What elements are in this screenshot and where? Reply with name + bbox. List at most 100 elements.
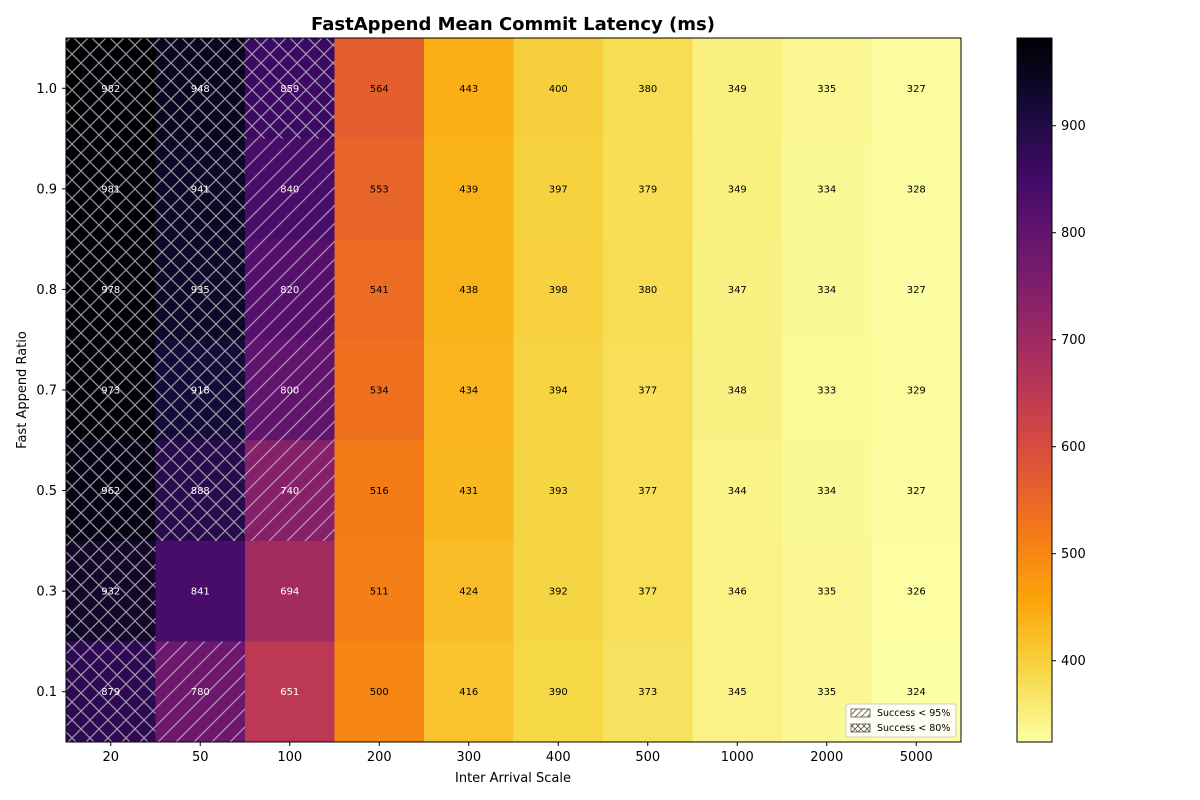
cell-value-r4-c2: 740 — [280, 486, 299, 497]
colorbar-tick-label-3: 700 — [1061, 333, 1086, 348]
heatmap-cell-r6-c6 — [603, 641, 693, 743]
x-axis-ticks: 20 50 100 200 300 400 500 1000 2000 5000 — [102, 742, 933, 765]
cell-value-r0-c3: 564 — [370, 84, 389, 95]
hatch-diag-r6-c1 — [155, 641, 245, 742]
heatmap-cell-r4-c4 — [424, 440, 514, 542]
heatmap-cell-r1-c7 — [692, 138, 783, 240]
cell-value-r1-c1: 941 — [191, 184, 210, 195]
heatmap-cell-r0-c9 — [871, 38, 962, 140]
hatch-cross-r2-c1 — [155, 239, 245, 340]
cell-value-r3-c8: 333 — [817, 386, 836, 397]
cell-value-r2-c0: 978 — [101, 285, 120, 296]
cell-value-r2-c7: 347 — [728, 285, 747, 296]
legend-swatch-diag — [850, 708, 871, 718]
cell-value-r2-c5: 398 — [549, 285, 568, 296]
x-tick-label-6: 500 — [635, 750, 660, 765]
hatch-diag-r4-c2 — [245, 440, 335, 541]
x-tick-label-7: 1000 — [721, 750, 754, 765]
heatmap-cell-r3-c7 — [692, 339, 783, 441]
hatch-legend: Success < 95% Success < 80% — [845, 703, 957, 738]
cell-value-r3-c0: 973 — [101, 386, 120, 397]
heatmap-cell-r0-c6 — [603, 38, 693, 140]
cell-value-r0-c0: 982 — [101, 84, 120, 95]
legend-label-success-95: Success < 95% — [877, 708, 950, 719]
heatmap-cell-r1-c8 — [782, 138, 872, 240]
hatch-overlays — [66, 38, 335, 742]
cell-value-r2-c6: 380 — [638, 285, 657, 296]
cell-value-r3-c4: 434 — [459, 386, 478, 397]
heatmap-cell-r4-c8 — [782, 440, 872, 542]
cell-value-r4-c4: 431 — [459, 486, 478, 497]
cell-value-r0-c1: 948 — [191, 84, 210, 95]
heatmap-cell-r0-c4 — [424, 38, 514, 140]
colorbar-tick-label-1: 500 — [1061, 547, 1086, 562]
hatch-cross-r0-c0 — [66, 38, 156, 139]
heatmap-cell-r5-c1 — [155, 540, 246, 642]
cell-value-r4-c1: 888 — [191, 486, 210, 497]
cell-value-r3-c9: 329 — [907, 386, 926, 397]
heatmap-cell-r3-c5 — [513, 339, 604, 441]
heatmap-cell-r2-c3 — [334, 239, 425, 341]
heatmap-cell-r1-c6 — [603, 138, 693, 240]
heatmap-cell-r4-c9 — [871, 440, 962, 542]
heatmap-cell-r1-c9 — [871, 138, 962, 240]
heatmap-cell-r3-c8 — [782, 339, 872, 441]
cell-value-r5-c1: 841 — [191, 587, 210, 598]
heatmap-cell-r0-c5 — [513, 38, 604, 140]
heatmap-cell-r5-c9 — [871, 540, 962, 642]
hatch-cross-r2-c0 — [66, 239, 156, 340]
heatmap-cell-r5-c3 — [334, 540, 425, 642]
cell-value-r4-c6: 377 — [638, 486, 657, 497]
hatch-cross-r4-c1 — [155, 440, 245, 541]
colorbar-ticks: 400 500 600 700 800 900 — [1052, 119, 1086, 669]
hatch-cross-r0-c2 — [245, 38, 335, 139]
colorbar-tick-label-2: 600 — [1061, 440, 1086, 455]
cell-value-r2-c8: 334 — [817, 285, 836, 296]
cell-value-r4-c3: 516 — [370, 486, 389, 497]
heatmap-cell-r0-c7 — [692, 38, 783, 140]
y-tick-label-2: 0.8 — [36, 283, 57, 298]
x-tick-label-2: 100 — [277, 750, 302, 765]
cell-value-r6-c7: 345 — [728, 687, 747, 698]
cell-value-r5-c6: 377 — [638, 587, 657, 598]
cell-value-r2-c4: 438 — [459, 285, 478, 296]
cell-value-r6-c1: 780 — [191, 687, 210, 698]
cell-value-r1-c6: 379 — [638, 184, 657, 195]
cell-value-r6-c9: 324 — [907, 687, 926, 698]
cell-value-r6-c0: 879 — [101, 687, 120, 698]
hatch-cross-r3-c1 — [155, 339, 245, 441]
cell-value-r3-c5: 394 — [549, 386, 568, 397]
heatmap-cell-r5-c5 — [513, 540, 604, 642]
x-tick-label-4: 300 — [456, 750, 481, 765]
heatmap-cell-r0-c3 — [334, 38, 425, 140]
cell-value-r3-c1: 918 — [191, 386, 210, 397]
chart-title: FastAppend Mean Commit Latency (ms) — [311, 14, 715, 35]
heatmap-cell-r1-c4 — [424, 138, 514, 240]
heatmap-cell-r5-c4 — [424, 540, 514, 642]
heatmap-cell-r6-c2 — [245, 641, 335, 743]
x-tick-label-1: 50 — [192, 750, 209, 765]
hatch-diag-r2-c2 — [245, 239, 335, 340]
hatch-diag-r1-c2 — [245, 138, 335, 240]
cell-value-r5-c7: 346 — [728, 587, 747, 598]
heatmap-cell-r2-c8 — [782, 239, 872, 341]
hatch-diag-r3-c2 — [245, 339, 335, 441]
y-axis-ticks: 1.0 0.9 0.8 0.7 0.5 0.3 0.1 — [36, 82, 66, 700]
cell-value-r4-c9: 327 — [907, 486, 926, 497]
cell-value-r0-c9: 327 — [907, 84, 926, 95]
heatmap-cell-r3-c3 — [334, 339, 425, 441]
heatmap-cell-r1-c5 — [513, 138, 604, 240]
colorbar: 400 500 600 700 800 900 — [1016, 37, 1086, 743]
heatmap-cell-r6-c3 — [334, 641, 425, 743]
cell-value-r1-c2: 840 — [280, 184, 299, 195]
heatmap-cell-r5-c8 — [782, 540, 872, 642]
cell-value-r1-c0: 981 — [101, 184, 120, 195]
cell-value-r3-c6: 377 — [638, 386, 657, 397]
cell-value-r5-c9: 326 — [907, 587, 926, 598]
cell-value-r0-c5: 400 — [549, 84, 568, 95]
x-tick-label-5: 400 — [546, 750, 571, 765]
heatmap-cell-r5-c2 — [245, 540, 335, 642]
cell-value-r3-c2: 800 — [280, 386, 299, 397]
